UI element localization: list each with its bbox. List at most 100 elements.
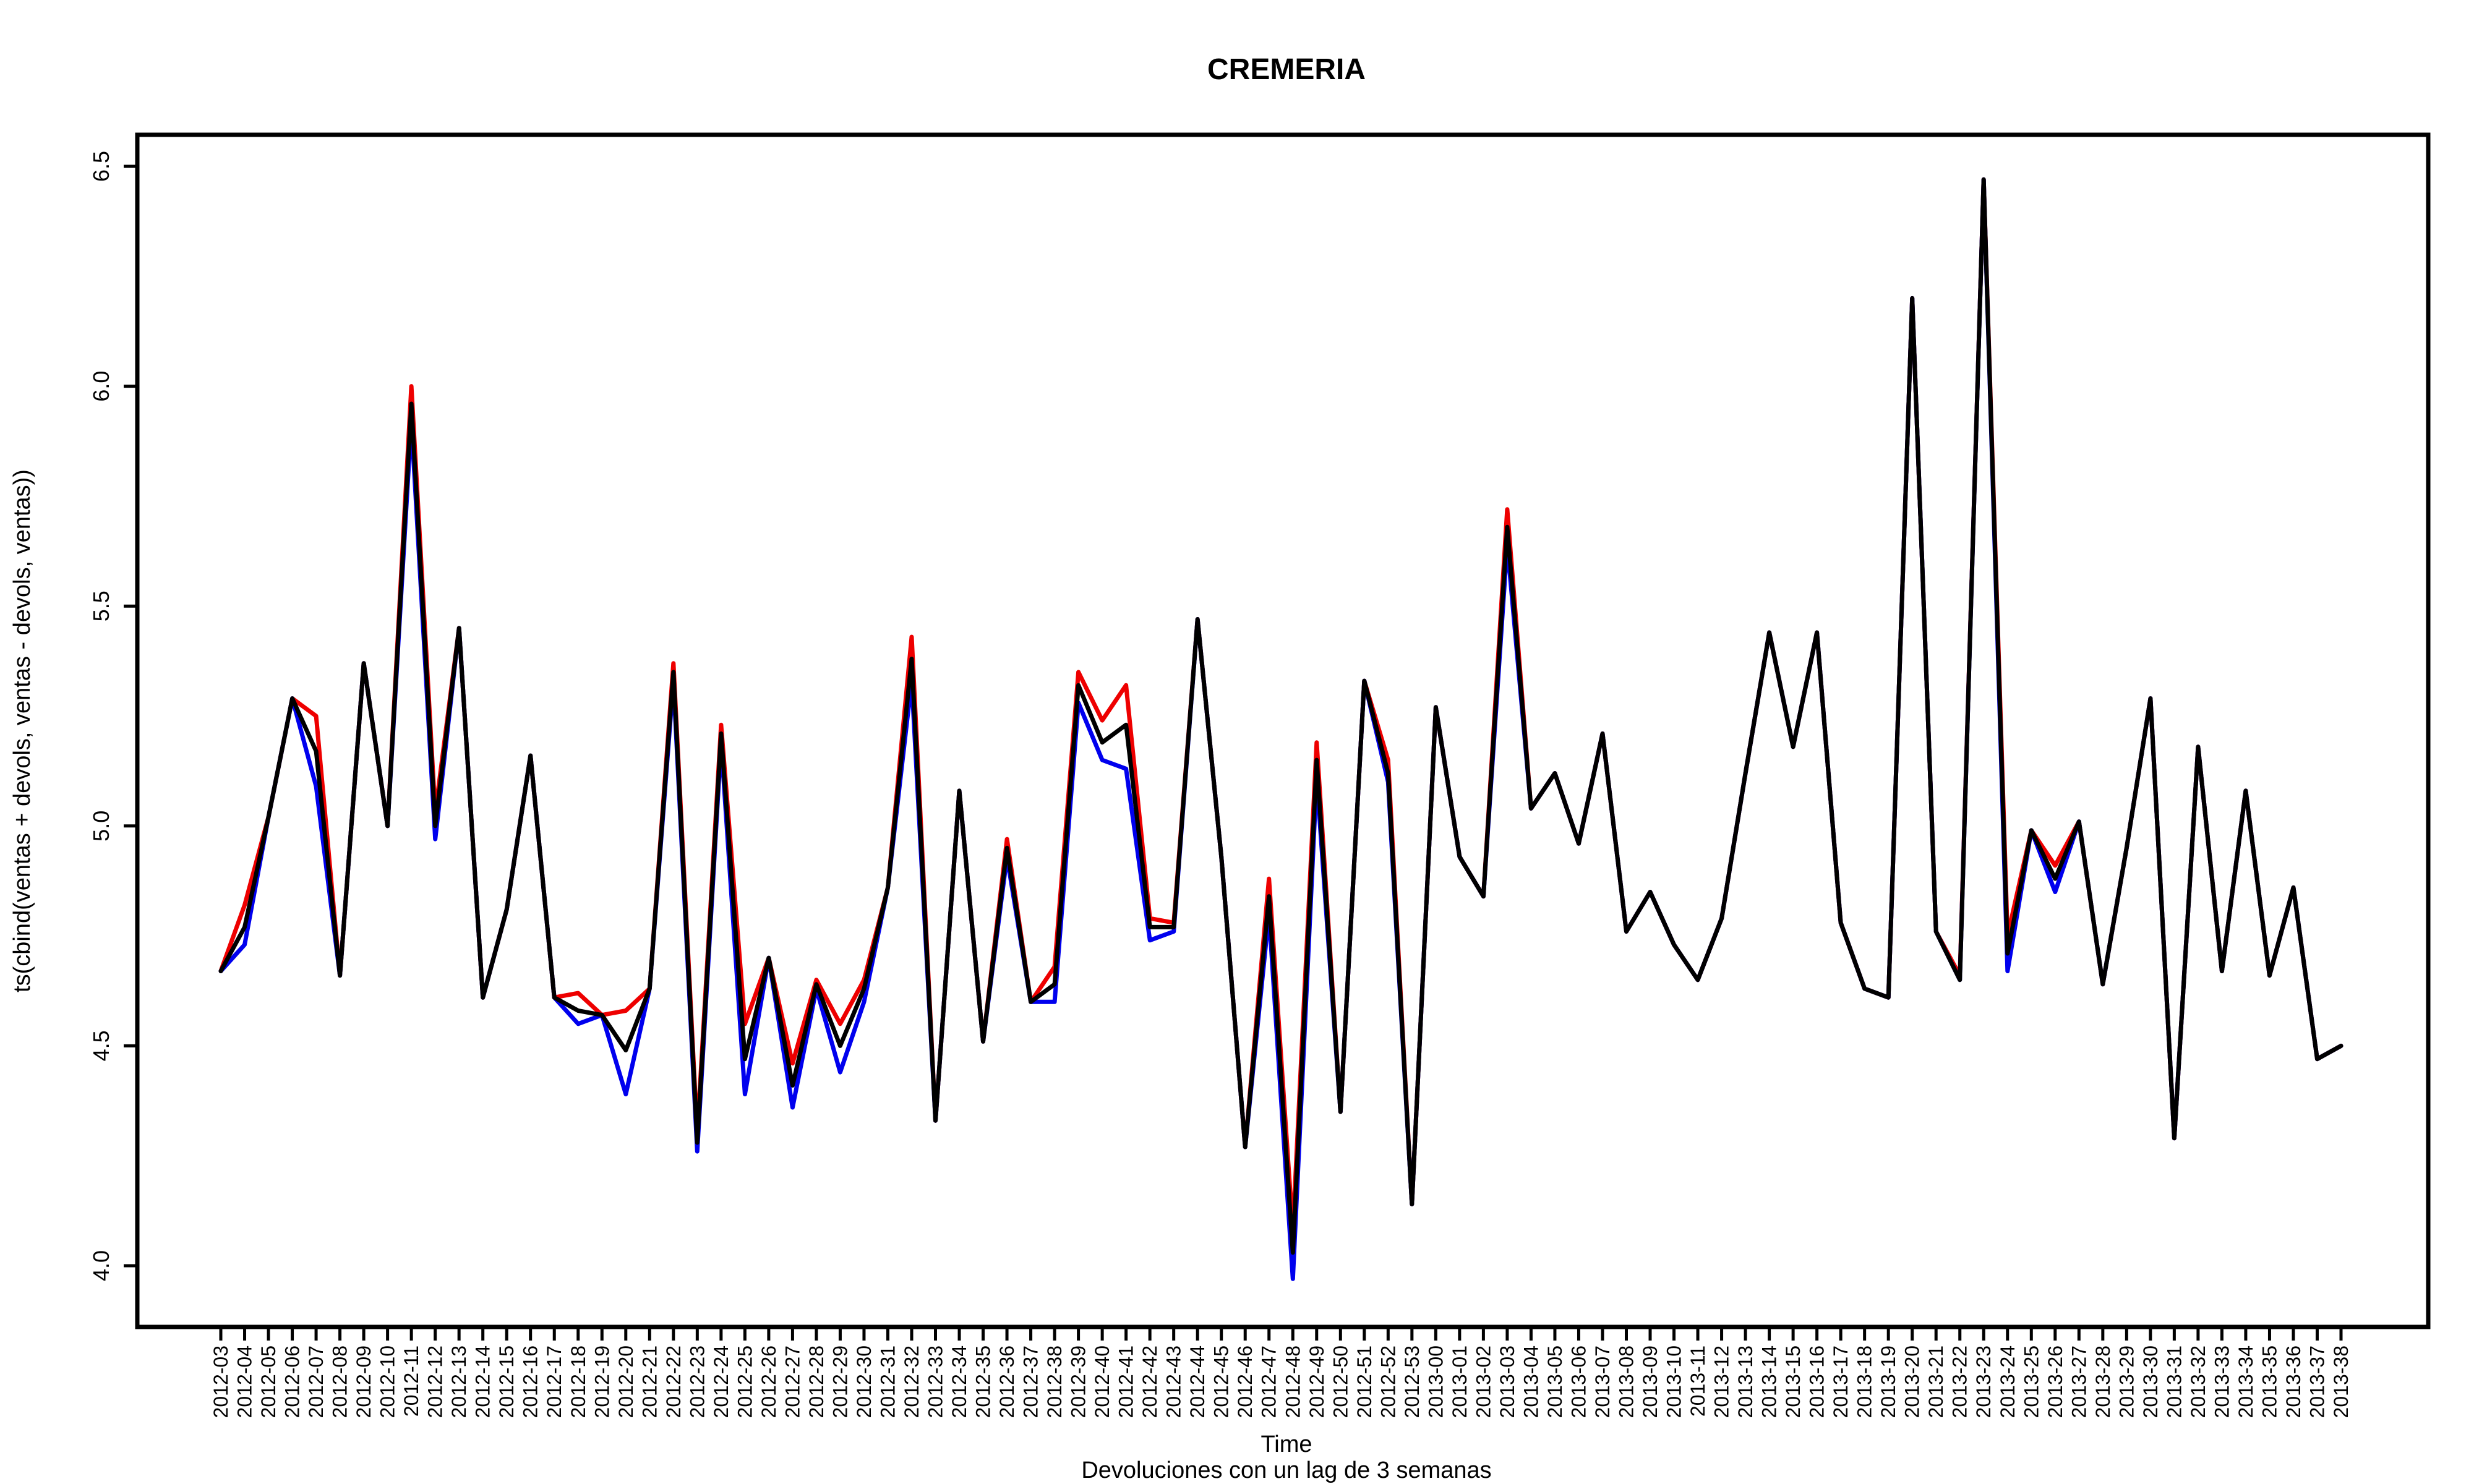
x-tick-label: 2012-49 [1306, 1345, 1328, 1418]
x-tick-label: 2013-10 [1663, 1345, 1685, 1418]
x-tick-label: 2012-13 [448, 1345, 470, 1418]
x-tick-label: 2012-46 [1234, 1345, 1256, 1418]
y-tick-label: 5.0 [88, 811, 114, 842]
x-tick-label: 2012-51 [1353, 1345, 1376, 1418]
x-tick-label: 2013-05 [1544, 1345, 1566, 1418]
x-tick-label: 2013-29 [2115, 1345, 2138, 1418]
x-tick-label: 2013-25 [2020, 1345, 2042, 1418]
y-tick-label: 4.5 [88, 1030, 114, 1061]
x-tick-label: 2013-16 [1806, 1345, 1828, 1418]
x-tick-label: 2013-28 [2092, 1345, 2114, 1418]
series-line-2 [218, 177, 2343, 1281]
x-tick-label: 2013-14 [1758, 1345, 1781, 1418]
x-tick-label: 2012-47 [1258, 1345, 1280, 1418]
x-tick-label: 2012-50 [1329, 1345, 1351, 1418]
x-tick-label: 2012-19 [591, 1345, 613, 1418]
x-tick-label: 2013-37 [2306, 1345, 2328, 1418]
y-tick-label: 6.5 [88, 151, 114, 182]
x-tick-label: 2013-04 [1520, 1345, 1542, 1418]
x-tick-label: 2013-00 [1424, 1345, 1447, 1418]
x-tick-label: 2012-37 [1020, 1345, 1042, 1418]
x-tick-label: 2012-04 [234, 1345, 256, 1418]
x-tick-label: 2013-02 [1472, 1345, 1494, 1418]
x-tick-label: 2013-31 [2163, 1345, 2185, 1418]
x-tick-label: 2012-38 [1043, 1345, 1066, 1418]
x-tick-label: 2013-22 [1949, 1345, 1971, 1418]
x-tick-label: 2012-28 [805, 1345, 828, 1418]
x-axis-label: Time [1261, 1431, 1312, 1457]
x-tick-label: 2013-18 [1854, 1345, 1876, 1418]
x-tick-label: 2012-31 [876, 1345, 899, 1418]
x-tick-label: 2012-11 [400, 1345, 422, 1417]
x-tick-label: 2013-21 [1925, 1345, 1947, 1418]
x-tick-label: 2012-40 [1091, 1345, 1113, 1418]
x-tick-label: 2012-18 [567, 1345, 589, 1418]
y-tick-label: 5.5 [88, 591, 114, 621]
x-tick-label: 2013-35 [2258, 1345, 2280, 1418]
x-tick-label: 2012-27 [781, 1345, 803, 1418]
x-tick-label: 2013-23 [1972, 1345, 1995, 1418]
x-tick-label: 2013-34 [2235, 1345, 2257, 1418]
x-tick-label: 2013-36 [2282, 1345, 2305, 1418]
x-tick-label: 2012-06 [281, 1345, 304, 1418]
x-tick-label: 2012-33 [925, 1345, 947, 1418]
chart-subtitle: Devoluciones con un lag de 3 semanas [1081, 1457, 1491, 1483]
x-tick-label: 2013-17 [1830, 1345, 1852, 1418]
x-tick-label: 2012-53 [1401, 1345, 1423, 1418]
x-tick-label: 2012-22 [662, 1345, 685, 1418]
x-tick-label: 2013-26 [2044, 1345, 2066, 1418]
x-tick-label: 2013-33 [2211, 1345, 2233, 1418]
x-tick-label: 2013-06 [1567, 1345, 1590, 1418]
x-tick-label: 2012-21 [638, 1345, 661, 1418]
x-tick-label: 2012-15 [495, 1345, 518, 1418]
x-tick-label: 2012-30 [853, 1345, 875, 1418]
x-tick-label: 2013-12 [1711, 1345, 1733, 1418]
x-tick-label: 2012-09 [353, 1345, 375, 1418]
x-tick-label: 2012-32 [901, 1345, 923, 1418]
x-tick-label: 2012-14 [472, 1345, 494, 1418]
chart-title: CREMERIA [1207, 53, 1366, 86]
x-tick-label: 2013-30 [2139, 1345, 2162, 1418]
x-tick-label: 2012-41 [1115, 1345, 1137, 1418]
x-tick-label: 2012-12 [424, 1345, 447, 1418]
x-axis: 2012-03 2012-04 2012-05 2012-06 2012-07 2012-… [210, 1327, 2352, 1418]
x-tick-label: 2013-20 [1901, 1345, 1924, 1418]
x-tick-label: 2013-15 [1782, 1345, 1804, 1418]
y-axis-label: ts(cbind(ventas + devols, ventas - devol… [9, 469, 35, 992]
x-tick-label: 2012-07 [305, 1345, 327, 1418]
series-line-3 [218, 177, 2343, 1255]
x-tick-label: 2012-36 [996, 1345, 1018, 1418]
x-tick-label: 2012-24 [710, 1345, 732, 1418]
x-tick-label: 2012-45 [1210, 1345, 1233, 1418]
x-tick-label: 2013-08 [1615, 1345, 1637, 1418]
x-tick-label: 2012-43 [1163, 1345, 1185, 1418]
x-tick-label: 2012-44 [1186, 1345, 1209, 1418]
x-tick-label: 2013-24 [1997, 1345, 2019, 1418]
x-tick-label: 2012-52 [1377, 1345, 1399, 1418]
x-tick-label: 2013-11 [1687, 1345, 1709, 1417]
x-tick-label: 2013-32 [2187, 1345, 2209, 1418]
x-tick-label: 2012-17 [543, 1345, 565, 1418]
x-tick-label: 2012-42 [1139, 1345, 1161, 1418]
y-tick-label: 6.0 [88, 371, 114, 402]
x-tick-label: 2013-07 [1591, 1345, 1614, 1418]
x-tick-label: 2012-25 [734, 1345, 756, 1418]
x-tick-label: 2013-38 [2330, 1345, 2352, 1418]
x-tick-label: 2012-03 [210, 1345, 232, 1418]
x-tick-label: 2012-39 [1068, 1345, 1090, 1418]
x-tick-label: 2013-09 [1639, 1345, 1661, 1418]
x-tick-label: 2013-19 [1877, 1345, 1899, 1418]
y-axis: 4.0 4.5 5.0 5.5 6.0 6.5 [88, 151, 137, 1281]
x-tick-label: 2012-23 [686, 1345, 708, 1418]
x-tick-label: 2012-16 [520, 1345, 542, 1418]
x-tick-label: 2013-13 [1734, 1345, 1757, 1418]
x-tick-label: 2012-08 [329, 1345, 351, 1418]
x-tick-label: 2012-26 [758, 1345, 780, 1418]
y-tick-label: 4.0 [88, 1250, 114, 1281]
x-tick-label: 2012-48 [1282, 1345, 1304, 1418]
x-tick-label: 2013-01 [1449, 1345, 1471, 1418]
series-layer [218, 177, 2343, 1281]
x-tick-label: 2013-03 [1496, 1345, 1518, 1418]
x-tick-label: 2013-27 [2068, 1345, 2090, 1418]
